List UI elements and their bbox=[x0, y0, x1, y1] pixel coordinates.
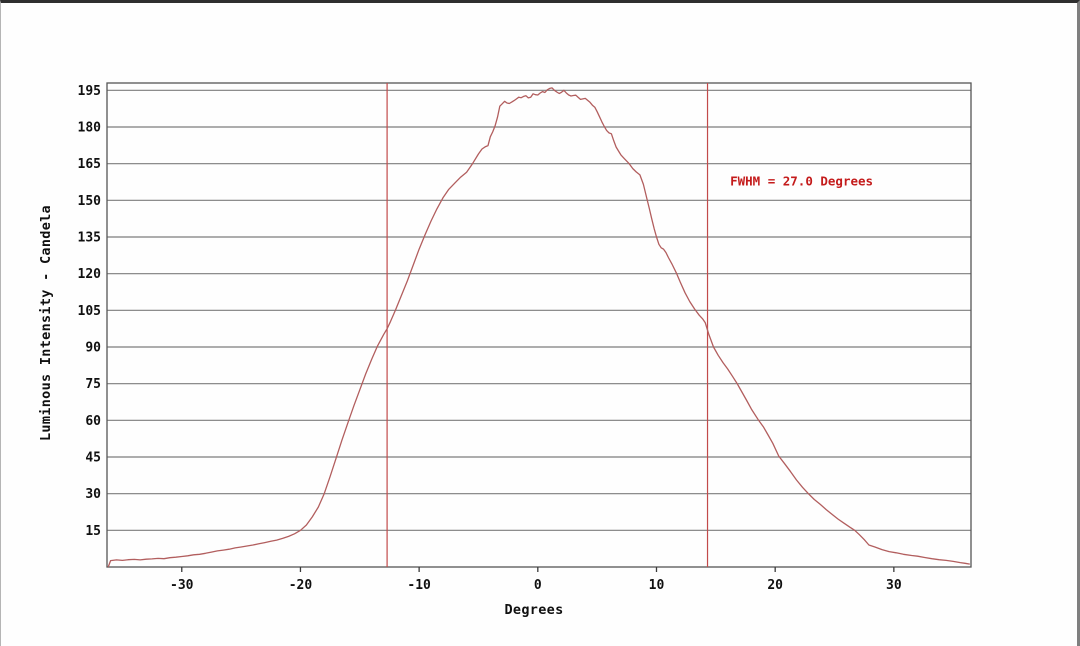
beam-profile-chart: 15 30 45 60 75 90 105 120 135 150 165 180 195 -30 -20 -… bbox=[78, 82, 972, 593]
x-tick-label: 20 bbox=[767, 578, 783, 593]
y-tick-label: 120 bbox=[78, 267, 102, 282]
y-axis-title: Luminous Intensity - Candela bbox=[38, 205, 54, 441]
y-tick-label: 30 bbox=[85, 487, 101, 502]
x-axis-title: Degrees bbox=[504, 602, 564, 618]
y-tick-label: 135 bbox=[78, 231, 101, 246]
x-tick-label: 30 bbox=[886, 578, 902, 593]
x-tick-label: -30 bbox=[170, 578, 194, 593]
x-tick-label: -20 bbox=[289, 578, 313, 593]
fwhm-annotation: FWHM = 27.0 Degrees bbox=[730, 173, 874, 189]
y-tick-label: 60 bbox=[85, 414, 101, 429]
x-tick-label: 10 bbox=[649, 578, 665, 593]
intensity-curve bbox=[107, 87, 970, 568]
y-tick-label: 195 bbox=[78, 84, 101, 99]
y-tick-label: 75 bbox=[85, 377, 101, 392]
y-tick-label: 45 bbox=[85, 451, 101, 466]
y-tick-label: 180 bbox=[78, 121, 102, 136]
y-tick-label: 15 bbox=[85, 524, 101, 539]
y-tick-label: 165 bbox=[78, 157, 101, 172]
x-tick-label: -10 bbox=[407, 578, 431, 593]
y-tick-label: 90 bbox=[85, 341, 101, 356]
y-tick-label: 105 bbox=[78, 304, 101, 319]
plot-border bbox=[106, 82, 972, 568]
x-tick-label: 0 bbox=[534, 578, 542, 593]
y-tick-label: 150 bbox=[78, 194, 102, 209]
